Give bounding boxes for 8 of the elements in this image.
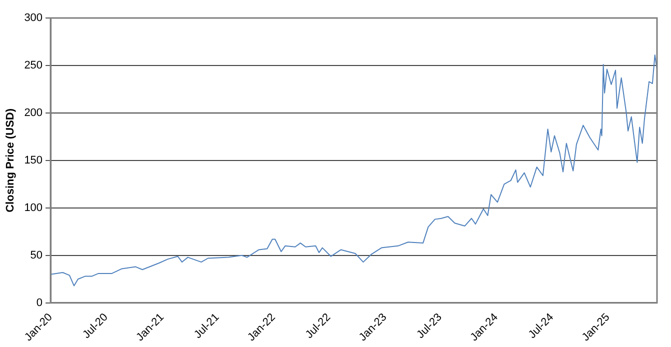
y-tick-label: 250: [24, 60, 43, 72]
y-tick-label: 300: [24, 12, 43, 24]
y-tick-label: 0: [36, 296, 43, 309]
y-tick-label: 50: [30, 249, 43, 262]
y-tick-label: 200: [24, 106, 43, 119]
y-tick-label: 150: [24, 154, 43, 166]
y-axis-title: Closing Price (USD): [4, 108, 17, 212]
y-tick-label: 100: [24, 202, 43, 214]
